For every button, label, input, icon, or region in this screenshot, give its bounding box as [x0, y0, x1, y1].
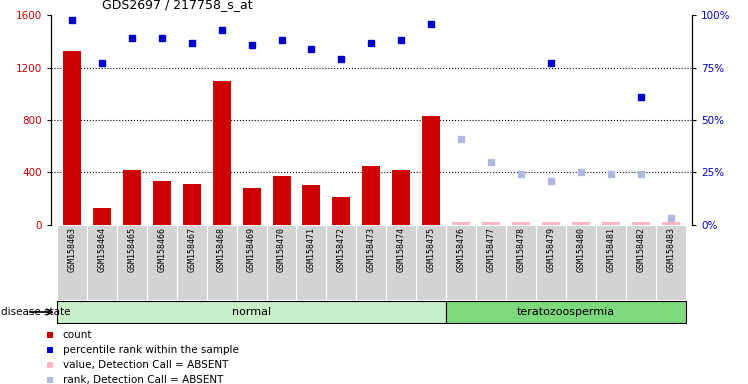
- Text: percentile rank within the sample: percentile rank within the sample: [63, 345, 239, 355]
- Bar: [447, 301, 686, 323]
- Bar: [332, 197, 350, 225]
- Bar: [423, 116, 441, 225]
- Bar: [453, 222, 470, 225]
- Bar: [123, 170, 141, 225]
- Bar: [536, 225, 566, 300]
- Bar: [212, 81, 230, 225]
- Bar: [362, 166, 381, 225]
- Bar: [57, 225, 87, 300]
- Text: GSM158465: GSM158465: [127, 227, 136, 272]
- Bar: [272, 176, 290, 225]
- Text: rank, Detection Call = ABSENT: rank, Detection Call = ABSENT: [63, 374, 223, 384]
- Bar: [242, 188, 260, 225]
- Text: normal: normal: [232, 307, 271, 317]
- Bar: [183, 184, 200, 225]
- Text: GSM158478: GSM158478: [517, 227, 526, 272]
- Bar: [57, 301, 447, 323]
- Bar: [296, 225, 326, 300]
- Bar: [572, 222, 590, 225]
- Bar: [417, 225, 447, 300]
- Bar: [177, 225, 206, 300]
- Text: GDS2697 / 217758_s_at: GDS2697 / 217758_s_at: [102, 0, 253, 12]
- Text: GSM158466: GSM158466: [157, 227, 166, 272]
- Text: GSM158483: GSM158483: [666, 227, 675, 272]
- Text: GSM158477: GSM158477: [487, 227, 496, 272]
- Bar: [632, 222, 650, 225]
- Bar: [482, 222, 500, 225]
- Text: GSM158480: GSM158480: [577, 227, 586, 272]
- Text: GSM158467: GSM158467: [187, 227, 196, 272]
- Text: GSM158475: GSM158475: [427, 227, 436, 272]
- Bar: [662, 222, 680, 225]
- Bar: [87, 225, 117, 300]
- Text: GSM158469: GSM158469: [247, 227, 256, 272]
- Bar: [447, 225, 476, 300]
- Text: GSM158476: GSM158476: [457, 227, 466, 272]
- Bar: [393, 170, 411, 225]
- Text: GSM158471: GSM158471: [307, 227, 316, 272]
- Text: GSM158470: GSM158470: [277, 227, 286, 272]
- Text: teratozoospermia: teratozoospermia: [517, 307, 615, 317]
- Text: GSM158464: GSM158464: [97, 227, 106, 272]
- Bar: [63, 51, 81, 225]
- Text: disease state: disease state: [1, 307, 71, 317]
- Bar: [626, 225, 656, 300]
- Bar: [602, 222, 620, 225]
- Bar: [476, 225, 506, 300]
- Bar: [153, 182, 171, 225]
- Text: GSM158479: GSM158479: [547, 227, 556, 272]
- Bar: [512, 222, 530, 225]
- Text: value, Detection Call = ABSENT: value, Detection Call = ABSENT: [63, 360, 228, 370]
- Bar: [356, 225, 387, 300]
- Text: count: count: [63, 330, 92, 340]
- Bar: [566, 225, 596, 300]
- Bar: [656, 225, 686, 300]
- Bar: [206, 225, 236, 300]
- Text: GSM158463: GSM158463: [67, 227, 76, 272]
- Text: GSM158473: GSM158473: [367, 227, 376, 272]
- Bar: [236, 225, 266, 300]
- Bar: [596, 225, 626, 300]
- Bar: [93, 208, 111, 225]
- Bar: [326, 225, 356, 300]
- Bar: [542, 222, 560, 225]
- Bar: [147, 225, 177, 300]
- Text: GSM158482: GSM158482: [637, 227, 646, 272]
- Bar: [387, 225, 417, 300]
- Text: GSM158481: GSM158481: [607, 227, 616, 272]
- Bar: [302, 185, 320, 225]
- Text: GSM158474: GSM158474: [397, 227, 406, 272]
- Bar: [266, 225, 296, 300]
- Bar: [117, 225, 147, 300]
- Text: GSM158468: GSM158468: [217, 227, 226, 272]
- Bar: [506, 225, 536, 300]
- Text: GSM158472: GSM158472: [337, 227, 346, 272]
